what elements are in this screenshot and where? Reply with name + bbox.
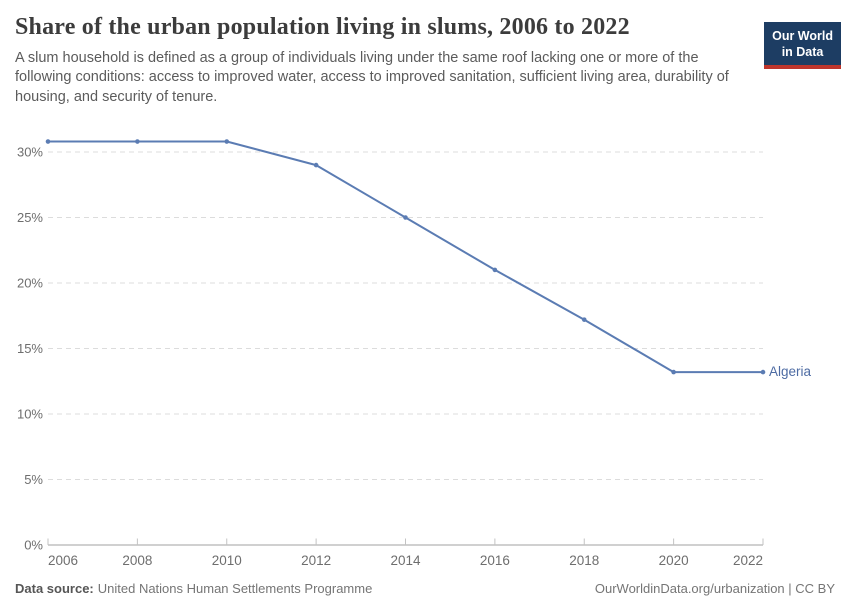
x-axis-tick-label: 2016 <box>480 553 510 568</box>
y-axis-tick-label: 10% <box>17 407 43 422</box>
y-axis-tick-label: 25% <box>17 210 43 225</box>
x-axis-tick-label: 2006 <box>48 553 78 568</box>
x-axis-tick-label: 2008 <box>122 553 152 568</box>
y-axis-tick-label: 15% <box>17 341 43 356</box>
page-title: Share of the urban population living in … <box>15 14 630 40</box>
owid-logo-line1: Our World <box>772 29 833 43</box>
x-axis-tick-label: 2010 <box>212 553 242 568</box>
x-axis-tick-label: 2018 <box>569 553 599 568</box>
data-point[interactable] <box>760 369 766 375</box>
data-point[interactable] <box>403 215 408 220</box>
y-axis-tick-label: 5% <box>24 472 43 487</box>
credit-link[interactable]: OurWorldinData.org/urbanization | CC BY <box>594 581 835 596</box>
x-axis-tick-label: 2022 <box>733 553 763 568</box>
data-source-label: Data source: <box>15 581 94 596</box>
data-source-value: United Nations Human Settlements Program… <box>97 581 373 596</box>
trend-line-algeria[interactable] <box>47 140 764 374</box>
data-source: Data source: United Nations Human Settlem… <box>15 581 372 596</box>
y-axis-tick-label: 20% <box>17 276 43 291</box>
data-point[interactable] <box>492 267 498 273</box>
chart-canvas: 0% 5% 10% 15% 20% 25% 30% 2006 2008 2010 2012 2014 2… <box>17 139 766 568</box>
x-axis-tick-label: 2012 <box>301 553 331 568</box>
x-axis-tick-label: 2020 <box>659 553 689 568</box>
chart-footer: Data source: United Nations Human Settlem… <box>15 581 835 596</box>
x-axis-tick-label: 2014 <box>390 553 421 568</box>
entity-label-algeria[interactable]: Algeria <box>769 364 812 379</box>
owid-logo-line2: in Data <box>781 45 824 59</box>
chart-subtitle: A slum household is defined as a group o… <box>15 50 729 105</box>
owid-logo: Our World in Data <box>764 22 841 69</box>
owid-chart-page: { "header": { "title": "Share of the urb… <box>0 14 850 600</box>
data-point[interactable] <box>581 317 587 322</box>
data-point[interactable] <box>224 139 230 144</box>
y-axis-tick-label: 0% <box>24 538 43 553</box>
data-point[interactable] <box>45 139 51 144</box>
y-axis-tick-label: 30% <box>17 145 43 160</box>
data-point[interactable] <box>313 162 319 168</box>
data-point[interactable] <box>671 369 676 375</box>
data-point[interactable] <box>135 139 140 144</box>
